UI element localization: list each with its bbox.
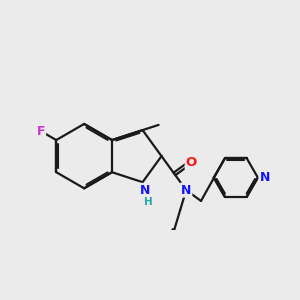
Text: N: N	[260, 171, 270, 184]
Text: O: O	[186, 156, 197, 169]
Text: H: H	[144, 197, 152, 207]
Text: F: F	[37, 125, 45, 138]
Text: N: N	[140, 184, 150, 197]
Text: N: N	[181, 184, 191, 196]
